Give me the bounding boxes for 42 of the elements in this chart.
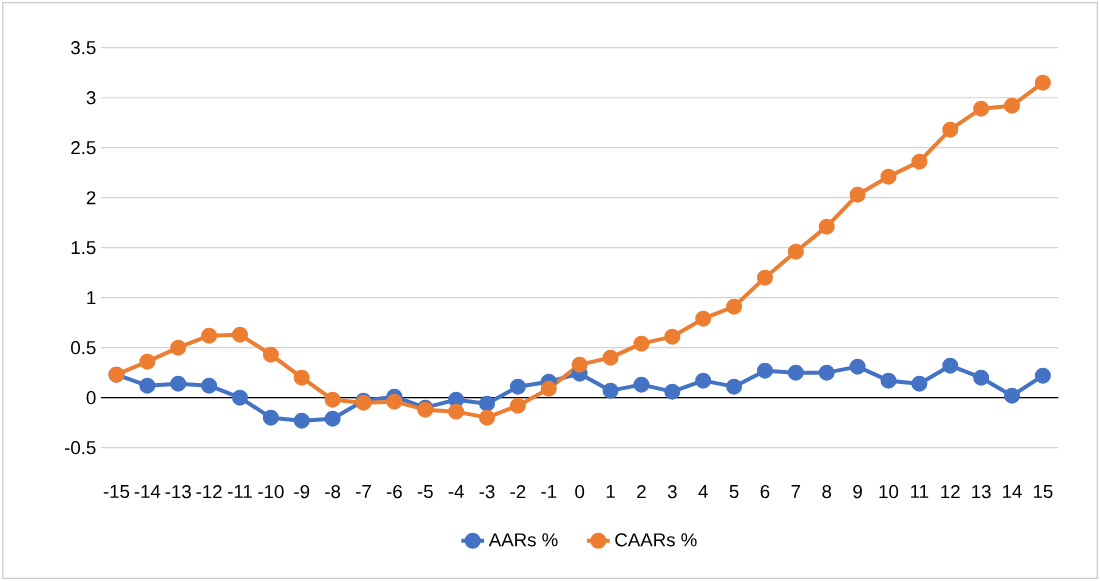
x-tick-label: 1	[606, 485, 615, 498]
x-tick-label: -12	[196, 485, 222, 499]
x-tick-label: 9	[853, 485, 862, 499]
y-tick-label: 0.5	[71, 341, 96, 355]
x-tick-label: 4	[698, 485, 708, 498]
x-tick-label: -2	[510, 485, 526, 499]
y-tick-label: 2.5	[71, 141, 96, 155]
y-tick-label: 0	[86, 391, 96, 405]
y-tick-label: 1	[87, 291, 96, 305]
x-tick-label: -7	[356, 485, 371, 498]
x-tick-label: 5	[729, 485, 739, 499]
x-tick-label: -15	[103, 485, 130, 499]
x-tick-label: 0	[575, 485, 585, 499]
x-tick-label: 11	[911, 485, 929, 498]
x-tick-label: -9	[294, 485, 310, 499]
x-tick-label: 15	[1033, 485, 1053, 499]
x-tick-label: -10	[258, 485, 284, 499]
y-tick-label: 2	[86, 191, 96, 205]
y-tick-label: 3	[86, 91, 96, 105]
legend-label: CAARs %	[615, 533, 697, 547]
x-tick-label: 8	[822, 485, 832, 499]
y-tick-label: -0.5	[64, 441, 96, 455]
x-tick-label: -1	[541, 485, 557, 498]
x-tick-label: -14	[134, 485, 161, 498]
x-tick-label: -8	[325, 485, 341, 499]
x-tick-label: 2	[637, 485, 646, 499]
x-tick-label: 14	[1003, 485, 1022, 498]
x-tick-label: -11	[228, 485, 252, 498]
legend-label: AARs %	[488, 533, 558, 547]
x-tick-label: 6	[760, 485, 770, 499]
x-tick-label: 10	[879, 485, 899, 499]
x-tick-label: 13	[972, 485, 991, 499]
x-tick-label: -5	[417, 485, 433, 499]
x-tick-label: -13	[165, 485, 191, 499]
x-tick-label: 12	[941, 485, 960, 499]
x-tick-label: 7	[791, 485, 801, 498]
y-tick-label: 1.5	[71, 241, 96, 255]
x-tick-label: -4	[448, 485, 464, 498]
x-tick-label: -6	[386, 485, 402, 499]
x-tick-label: -3	[479, 485, 495, 499]
x-tick-label: 3	[667, 485, 677, 499]
y-tick-label: 3.5	[71, 41, 96, 55]
